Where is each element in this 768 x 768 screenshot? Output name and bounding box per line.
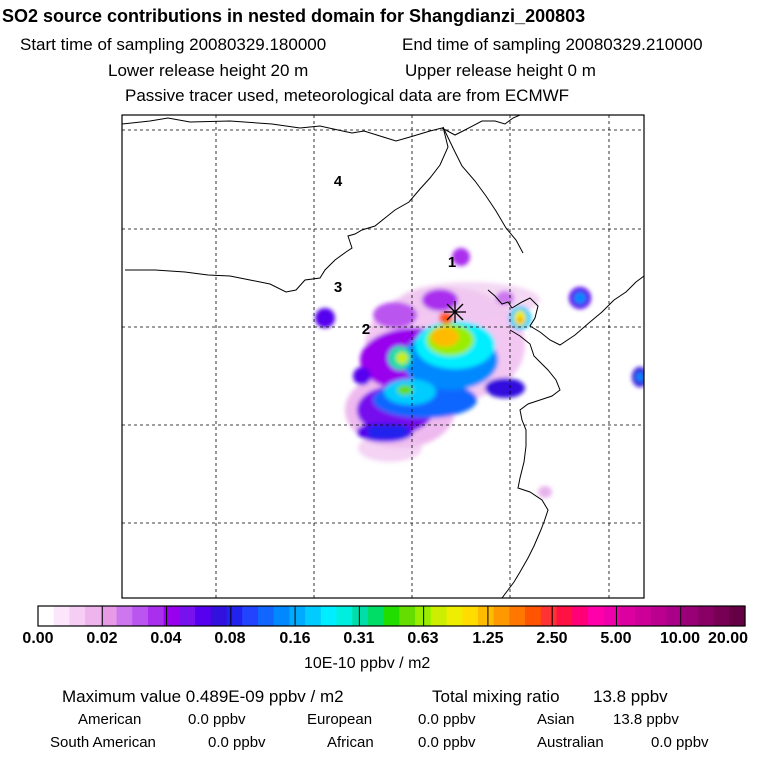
color-swatch	[85, 606, 102, 626]
map-area	[122, 115, 644, 598]
color-swatch	[729, 606, 746, 626]
start-time: Start time of sampling 20080329.180000	[20, 35, 327, 54]
coastlines	[122, 115, 644, 598]
units-label: 10E-10 ppbv / m2	[304, 655, 431, 672]
region-value-american: 0.0 ppbv	[188, 711, 246, 728]
tick-label: 1.25	[472, 630, 504, 647]
tick-label: 5.00	[600, 630, 632, 647]
tick-label: 2.50	[536, 630, 568, 647]
color-swatch	[320, 606, 338, 626]
color-swatch	[336, 606, 353, 626]
tick-label: 0.63	[407, 630, 439, 647]
region-label-3: 3	[334, 279, 342, 296]
color-swatch	[603, 606, 620, 626]
tick-label: 0.16	[279, 630, 311, 647]
color-swatch	[493, 606, 510, 626]
color-swatch	[462, 606, 479, 626]
plume-core	[431, 312, 523, 347]
tick-label: 0.00	[22, 630, 54, 647]
color-swatch	[38, 606, 55, 626]
end-time: End time of sampling 20080329.210000	[402, 35, 703, 54]
color-swatch	[635, 606, 652, 626]
graticule	[122, 115, 644, 598]
color-swatch	[572, 606, 589, 626]
region-name-asian: Asian	[537, 711, 575, 728]
color-swatch	[666, 606, 683, 626]
region-value-south-american: 0.0 ppbv	[208, 734, 266, 751]
color-swatch	[682, 606, 699, 626]
upper-release-height: Upper release height 0 m	[405, 61, 596, 80]
map-frame	[121, 114, 645, 599]
region-value-asian: 13.8 ppbv	[613, 711, 679, 728]
color-swatch	[273, 606, 290, 626]
color-swatch	[305, 606, 322, 626]
color-swatch	[430, 606, 448, 626]
total-mixing-value: 13.8 ppbv	[593, 687, 668, 706]
color-swatch	[556, 606, 573, 626]
region-value-australian: 0.0 ppbv	[651, 734, 709, 751]
color-swatch	[525, 606, 542, 626]
color-swatch	[650, 606, 668, 626]
color-scale-bar	[38, 606, 746, 626]
color-swatch	[383, 606, 400, 626]
region-name-european: European	[307, 711, 373, 728]
color-swatch	[179, 606, 196, 626]
model-note: Passive tracer used, meteorological data…	[125, 86, 570, 105]
color-swatch	[587, 606, 605, 626]
color-swatch	[257, 606, 275, 626]
color-swatch	[242, 606, 259, 626]
color-swatch	[540, 606, 558, 626]
color-swatch	[399, 606, 416, 626]
color-swatch	[100, 606, 118, 626]
region-label-1: 1	[448, 254, 456, 271]
color-swatch	[53, 606, 71, 626]
page-title: SO2 source contributions in nested domai…	[2, 6, 586, 26]
color-swatch	[713, 606, 730, 626]
region-value-european: 0.0 ppbv	[418, 711, 476, 728]
maximum-value: Maximum value 0.489E-09 ppbv / m2	[62, 687, 344, 706]
region-label-4: 4	[334, 173, 343, 190]
total-mixing-label: Total mixing ratio	[432, 687, 560, 706]
color-swatch	[509, 606, 526, 626]
tick-label: 10.00	[659, 630, 701, 647]
tick-label: 0.08	[214, 630, 246, 647]
station-star-marker	[444, 301, 466, 323]
tick-label: 0.04	[150, 630, 182, 647]
color-swatch	[147, 606, 165, 626]
color-swatch	[477, 606, 495, 626]
region-label-2: 2	[362, 321, 370, 338]
tick-label: 0.31	[343, 630, 375, 647]
region-name-african: African	[327, 734, 374, 751]
color-swatch	[697, 606, 715, 626]
color-swatch	[69, 606, 86, 626]
color-swatch	[446, 606, 463, 626]
lower-release-height: Lower release height 20 m	[108, 61, 309, 80]
color-scale-dividers	[101, 606, 682, 626]
color-scale-frame	[37, 605, 746, 627]
color-swatch	[289, 606, 306, 626]
tick-label: 0.02	[86, 630, 118, 647]
color-swatch	[619, 606, 636, 626]
region-name-american: American	[78, 711, 142, 728]
color-swatch	[226, 606, 243, 626]
color-swatch	[210, 606, 228, 626]
color-swatch	[132, 606, 149, 626]
color-swatch	[116, 606, 133, 626]
color-swatch	[352, 606, 369, 626]
color-swatch	[367, 606, 385, 626]
region-name-australian: Australian	[537, 734, 604, 751]
so2-plume	[315, 248, 644, 498]
region-name-south-american: South American	[50, 734, 156, 751]
color-swatch	[163, 606, 180, 626]
color-swatch	[195, 606, 212, 626]
region-value-african: 0.0 ppbv	[418, 734, 476, 751]
tick-label: 20.00	[707, 630, 749, 647]
